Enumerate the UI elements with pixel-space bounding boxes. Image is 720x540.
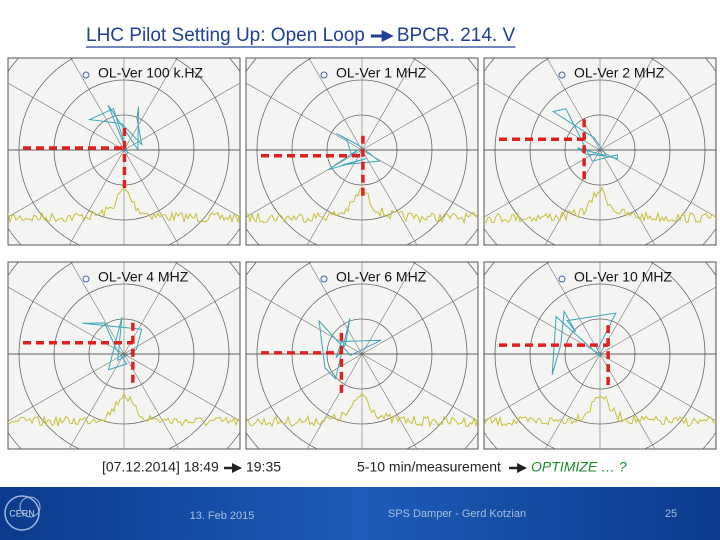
measurement: 5-10 min/measurement bbox=[357, 459, 501, 475]
trace bbox=[8, 392, 240, 427]
screen: OL-Ver 10 MHZ bbox=[483, 261, 717, 450]
polar-spoke bbox=[123, 149, 180, 245]
polar-spoke bbox=[246, 82, 363, 151]
title-left: LHC Pilot Setting Up: Open Loop bbox=[86, 25, 365, 46]
polar-spoke bbox=[361, 286, 478, 355]
polar-spoke bbox=[484, 149, 601, 218]
polar-spoke bbox=[70, 58, 125, 151]
polar-spoke bbox=[8, 286, 125, 355]
polar-spoke bbox=[361, 262, 416, 355]
time-start: [07.12.2014] 18:49 bbox=[102, 459, 219, 475]
footer-bar bbox=[0, 487, 720, 540]
page-number: 25 bbox=[665, 508, 677, 520]
trace bbox=[484, 186, 716, 224]
screen-plot bbox=[484, 58, 716, 245]
polar-spoke bbox=[306, 353, 363, 449]
polar-spoke bbox=[599, 82, 716, 151]
screen: OL-Ver 2 MHZ bbox=[483, 57, 717, 246]
polar-spoke bbox=[123, 353, 240, 422]
polar-spoke bbox=[599, 286, 716, 355]
polar-spoke bbox=[246, 353, 363, 422]
label-dot bbox=[320, 275, 328, 283]
panel-label: OL-Ver 100 k.HZ bbox=[98, 65, 203, 81]
polar-spoke bbox=[8, 82, 125, 151]
polar-spoke bbox=[123, 286, 240, 355]
action: OPTIMIZE … ? bbox=[531, 459, 627, 475]
label-dot bbox=[82, 71, 90, 79]
polar-spoke bbox=[544, 353, 601, 449]
polar-spoke bbox=[599, 149, 716, 218]
screen-plot bbox=[246, 58, 478, 245]
polar-spoke bbox=[484, 353, 601, 422]
polar-spoke bbox=[484, 82, 601, 151]
polar-spoke bbox=[306, 149, 363, 245]
trace bbox=[246, 186, 478, 225]
screen: OL-Ver 1 MHZ bbox=[245, 57, 479, 246]
screen: OL-Ver 100 k.HZ bbox=[7, 57, 241, 246]
label-dot bbox=[320, 71, 328, 79]
polar-spoke bbox=[308, 58, 363, 151]
panel-label: OL-Ver 4 MHZ bbox=[98, 269, 189, 285]
screen-plot bbox=[8, 262, 240, 449]
polar-spoke bbox=[8, 149, 125, 218]
polar-spoke bbox=[361, 149, 478, 218]
label-dot bbox=[558, 275, 566, 283]
panel-label: OL-Ver 2 MHZ bbox=[574, 65, 665, 81]
polar-spoke bbox=[361, 353, 418, 449]
polar-spoke bbox=[546, 262, 601, 355]
polar-spoke bbox=[8, 353, 125, 422]
polar-spoke bbox=[123, 353, 180, 449]
polar-spoke bbox=[123, 149, 240, 218]
polar-spoke bbox=[599, 262, 654, 355]
polar-spoke bbox=[308, 262, 363, 355]
polar-spoke bbox=[599, 58, 654, 151]
trace bbox=[246, 393, 478, 428]
screen-plot bbox=[8, 58, 240, 245]
polar-spoke bbox=[361, 82, 478, 151]
panel-label: OL-Ver 10 MHZ bbox=[574, 269, 672, 285]
screen: OL-Ver 4 MHZ bbox=[7, 261, 241, 450]
trace bbox=[8, 188, 240, 224]
footer-date: 13. Feb 2015 bbox=[190, 510, 255, 522]
polar-spoke bbox=[599, 353, 656, 449]
label-dot bbox=[82, 275, 90, 283]
panel-label: OL-Ver 6 MHZ bbox=[336, 269, 427, 285]
polar-spoke bbox=[599, 149, 656, 245]
polar-spoke bbox=[599, 353, 716, 422]
locus bbox=[551, 108, 619, 162]
polar-spoke bbox=[361, 58, 416, 151]
polar-spoke bbox=[123, 82, 240, 151]
logo-text: CERN bbox=[9, 508, 35, 518]
screen-plot bbox=[246, 262, 478, 449]
polar-spoke bbox=[361, 149, 418, 245]
locus bbox=[318, 317, 382, 380]
logo: CERN bbox=[4, 495, 41, 531]
time-end: 19:35 bbox=[246, 459, 281, 475]
polar-spoke bbox=[484, 286, 601, 355]
trace bbox=[484, 395, 716, 428]
polar-spoke bbox=[70, 262, 125, 355]
screen-plot bbox=[484, 262, 716, 449]
locus bbox=[87, 104, 143, 155]
label-dot bbox=[558, 71, 566, 79]
polar-spoke bbox=[68, 149, 125, 245]
locus bbox=[551, 309, 617, 375]
polar-spoke bbox=[123, 262, 178, 355]
polar-spoke bbox=[123, 58, 178, 151]
locus bbox=[328, 133, 381, 171]
polar-spoke bbox=[246, 286, 363, 355]
screen: OL-Ver 6 MHZ bbox=[245, 261, 479, 450]
panel-label: OL-Ver 1 MHZ bbox=[336, 65, 427, 81]
polar-spoke bbox=[68, 353, 125, 449]
title-right: BPCR. 214. V bbox=[397, 25, 516, 46]
footer-author: SPS Damper - Gerd Kotzian bbox=[388, 508, 526, 520]
polar-spoke bbox=[361, 353, 478, 422]
